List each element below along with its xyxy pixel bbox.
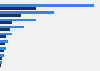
Bar: [0, 43, 5, 45]
Bar: [0, 21, 12, 24]
Bar: [0, 36, 6, 38]
Bar: [0, 61, 2, 64]
Bar: [0, 64, 1, 67]
Bar: [0, 14, 20, 17]
Bar: [0, 57, 2, 59]
Bar: [0, 7, 36, 10]
Bar: [0, 12, 54, 14]
Bar: [0, 40, 8, 43]
Bar: [0, 47, 6, 50]
Bar: [0, 54, 4, 57]
Bar: [0, 26, 24, 28]
Bar: [0, 33, 12, 36]
Bar: [0, 28, 10, 31]
Bar: [0, 4, 94, 7]
Bar: [0, 19, 36, 21]
Bar: [0, 50, 4, 52]
